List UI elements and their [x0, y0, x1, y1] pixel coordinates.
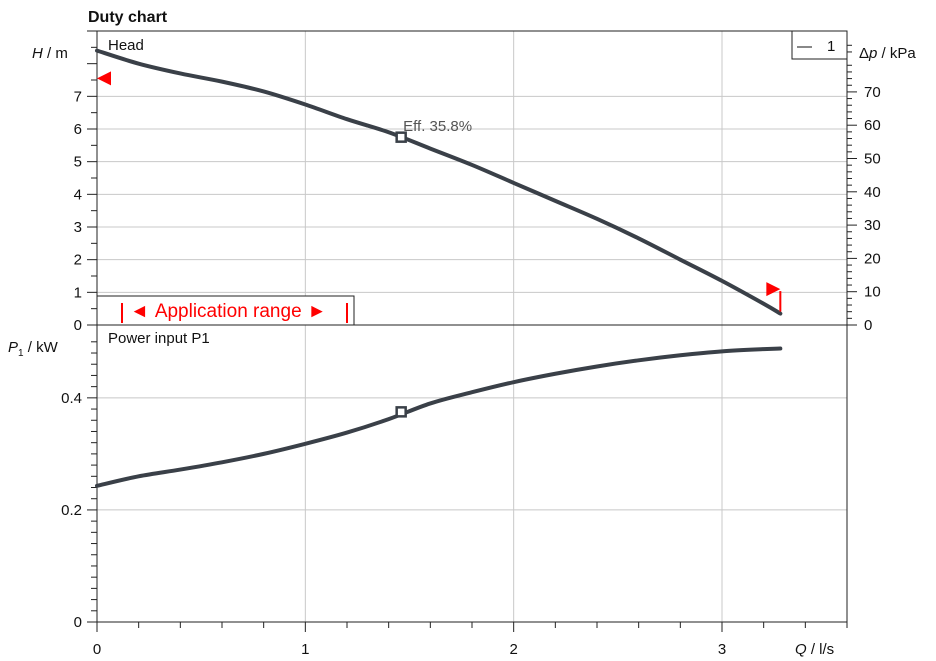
chart-title: Duty chart [88, 9, 168, 26]
pressure-tick-label: 10 [864, 284, 881, 301]
x-tick-label: 0 [93, 641, 101, 658]
flow-axis-unit: / l/s [807, 641, 835, 658]
legend: — 1 [791, 30, 848, 60]
head-y-tick-label: 0 [74, 317, 82, 334]
power-panel-frame [96, 324, 848, 623]
head-axis-unit: / m [43, 45, 68, 62]
application-range-box [96, 295, 355, 326]
pressure-tick-label: 0 [864, 317, 872, 334]
grid-layer [97, 31, 847, 622]
power-duty-point-marker [395, 406, 407, 418]
power-y-tick-label: 0 [74, 614, 82, 631]
head-y-tick-label: 7 [74, 88, 82, 105]
head-y-tick-label: 1 [74, 284, 82, 301]
power-axis-unit: / kW [24, 339, 59, 356]
max-head-marker [97, 71, 111, 86]
application-range: ◄ Application range ► [96, 295, 355, 326]
head-curve [95, 48, 783, 316]
head-axis-title: H / m [32, 45, 68, 62]
application-range-left-arrow: ◄ [130, 301, 149, 322]
head-axis-symbol: H [32, 45, 43, 62]
head-y-tick-label: 5 [74, 154, 82, 171]
pressure-tick-label: 20 [864, 250, 881, 267]
pressure-tick-label: 30 [864, 217, 881, 234]
flow-axis-title: Q / l/s [795, 641, 834, 658]
power-axis-subscript: 1 [18, 348, 24, 359]
pressure-axis-symbol: p [868, 45, 877, 62]
head-duty-point-marker [395, 131, 407, 143]
pressure-axis-unit: / kPa [877, 45, 916, 62]
power-y-tick-label: 0.4 [61, 390, 82, 407]
x-tick-label: 1 [301, 641, 309, 658]
head-panel-frame [96, 30, 848, 326]
legend-label: 1 [827, 38, 835, 55]
application-range-text: Application range [155, 301, 302, 322]
legend-box [791, 30, 848, 60]
legend-line-symbol: — [797, 38, 812, 55]
pressure-tick-label: 60 [864, 117, 881, 134]
flow-axis-symbol: Q [795, 641, 807, 658]
head-y-tick-label: 3 [74, 219, 82, 236]
pressure-tick-label: 50 [864, 151, 881, 168]
application-range-right-arrow: ► [308, 301, 327, 322]
pressure-tick-label: 70 [864, 84, 881, 101]
power-curve [95, 346, 783, 488]
x-tick-label: 3 [718, 641, 726, 658]
pressure-axis-prefix: Δ [859, 45, 869, 62]
pressure-tick-label: 40 [864, 184, 881, 201]
x-tick-label: 2 [509, 641, 517, 658]
head-y-tick-label: 6 [74, 121, 82, 138]
power-panel-label: Power input P1 [108, 330, 210, 347]
power-axis-symbol: P [8, 339, 18, 356]
head-panel-label: Head [108, 37, 144, 54]
head-y-tick-label: 2 [74, 252, 82, 269]
max-flow-marker [766, 282, 781, 297]
power-axis-title: P1 / kW [8, 339, 59, 359]
pressure-axis-title: Δp / kPa [859, 45, 916, 62]
application-range-label: ◄ Application range ► [130, 301, 326, 322]
efficiency-annotation: Eff. 35.8% [403, 118, 472, 135]
head-y-tick-label: 4 [74, 186, 82, 203]
power-y-tick-label: 0.2 [61, 502, 82, 519]
